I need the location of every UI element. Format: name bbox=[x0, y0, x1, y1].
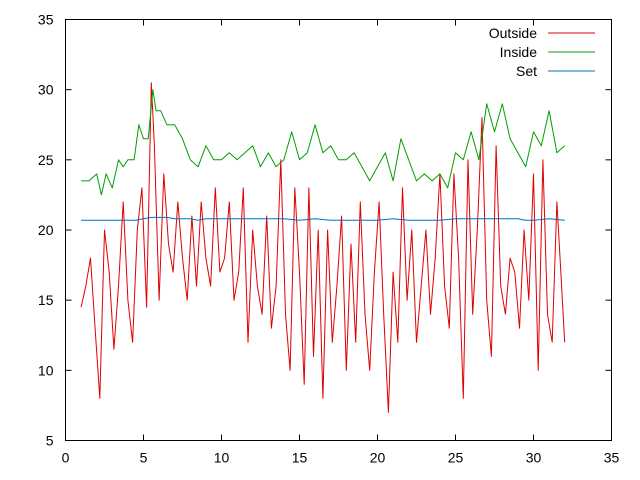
series-line-set bbox=[81, 216, 565, 221]
x-tick-label: 0 bbox=[62, 450, 70, 466]
series-line-outside bbox=[80, 82, 566, 413]
x-tick-label: 30 bbox=[526, 450, 542, 466]
x-tick-label: 5 bbox=[140, 450, 148, 466]
y-tick-label: 30 bbox=[38, 82, 54, 98]
x-tick-label: 35 bbox=[604, 450, 620, 466]
y-tick-label: 10 bbox=[38, 362, 54, 378]
y-tick-label: 15 bbox=[38, 292, 54, 308]
y-tick-label: 20 bbox=[38, 222, 54, 238]
x-tick-label: 25 bbox=[448, 450, 464, 466]
series-line-inside bbox=[81, 89, 566, 196]
legend-label-set: Set bbox=[516, 63, 537, 79]
x-tick-label: 10 bbox=[214, 450, 230, 466]
x-tick-label: 15 bbox=[292, 450, 308, 466]
legend-label-outside: Outside bbox=[489, 25, 537, 41]
y-tick-label: 5 bbox=[46, 433, 54, 449]
series-layer bbox=[80, 82, 566, 413]
legend-label-inside: Inside bbox=[500, 44, 538, 60]
y-tick-label: 25 bbox=[38, 152, 54, 168]
y-tick-label: 35 bbox=[38, 12, 54, 28]
x-tick-label: 20 bbox=[370, 450, 386, 466]
legend: Outside Inside Set bbox=[489, 25, 595, 79]
